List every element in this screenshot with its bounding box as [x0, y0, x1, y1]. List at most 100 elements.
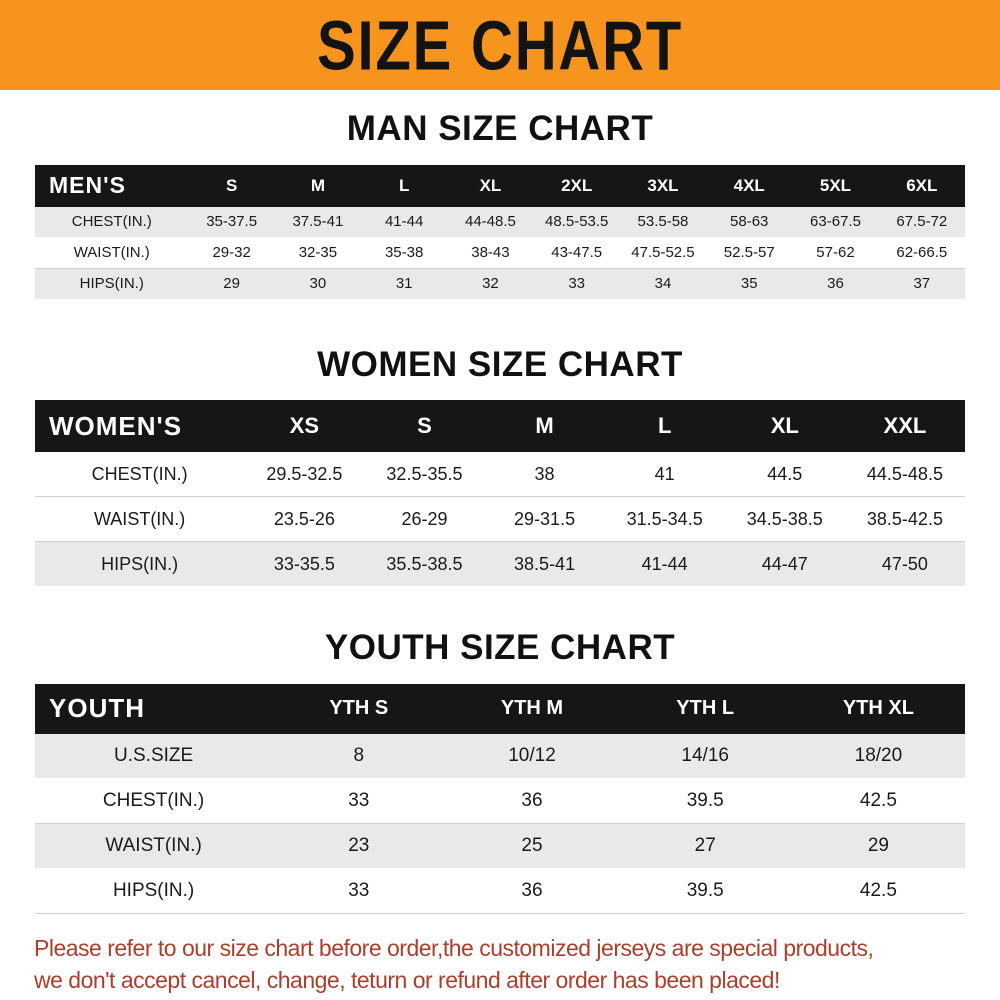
measurement-row: WAIST(IN.) 23 25 27 29	[35, 823, 965, 869]
measurement-value: 29-32	[188, 237, 275, 269]
measurement-value: 29	[188, 268, 275, 300]
measurement-label: WAIST(IN.)	[35, 823, 273, 869]
measurement-value: 29	[791, 823, 965, 869]
size-column-header: L	[657, 413, 672, 438]
measurement-row: WAIST(IN.) 29-32 32-35 35-38 38-43 43-47.5 47.…	[35, 237, 965, 269]
measurement-value: 29.5-32.5	[244, 452, 365, 497]
table-corner-label: WOMEN'S	[49, 410, 183, 441]
size-column-header: YTH S	[329, 697, 389, 719]
size-column-header: 3XL	[647, 175, 679, 195]
measurement-label: CHEST(IN.)	[35, 206, 189, 238]
measurement-value: 18/20	[791, 733, 965, 779]
measurement-value: 52.5-57	[706, 237, 793, 269]
measurement-label: HIPS(IN.)	[35, 268, 189, 300]
size-column-header: YTH L	[676, 697, 735, 719]
size-column-header: S	[417, 413, 432, 438]
measurement-value: 30	[274, 268, 362, 300]
measurement-value: 32	[447, 268, 534, 300]
size-column-header: XL	[770, 413, 799, 438]
measurement-label: CHEST(IN.)	[35, 452, 245, 497]
youth-size-table: YOUTH YTH S YTH M YTH L YTH XL U.S.SIZE 8 10/12…	[35, 683, 965, 914]
size-column-header: L	[398, 175, 410, 195]
measurement-value: 32.5-35.5	[364, 452, 485, 497]
measurement-value: 41-44	[361, 206, 448, 238]
measurement-label: WAIST(IN.)	[35, 237, 189, 269]
measurement-value: 38	[484, 452, 605, 497]
banner: SIZE CHART	[0, 0, 1000, 90]
measurement-value: 42.5	[791, 868, 965, 914]
measurement-value: 67.5-72	[878, 206, 965, 238]
women-section-heading: WOMEN SIZE CHART	[317, 344, 683, 384]
measurement-value: 62-66.5	[878, 237, 965, 269]
measurement-value: 8	[272, 733, 446, 779]
measurement-row: U.S.SIZE 8 10/12 14/16 18/20	[35, 733, 965, 779]
measurement-value: 42.5	[791, 778, 965, 824]
page-title: SIZE CHART	[316, 5, 684, 85]
measurement-value: 33	[272, 868, 446, 914]
table-header-row: YOUTH YTH S YTH M YTH L YTH XL	[35, 683, 965, 734]
measurement-row: HIPS(IN.) 29 30 31 32 33 34 35 36 37	[35, 268, 965, 300]
measurement-row: CHEST(IN.) 33 36 39.5 42.5	[35, 778, 965, 824]
size-column-header: XS	[289, 413, 320, 438]
measurement-value: 32-35	[274, 237, 362, 269]
measurement-value: 31	[361, 268, 448, 300]
measurement-label: U.S.SIZE	[35, 733, 273, 779]
measurement-value: 39.5	[618, 868, 792, 914]
measurement-value: 23.5-26	[244, 496, 365, 542]
measurement-value: 33-35.5	[244, 541, 365, 587]
measurement-label: WAIST(IN.)	[35, 496, 245, 542]
measurement-value: 47.5-52.5	[619, 237, 707, 269]
man-size-section: MAN SIZE CHART MEN'S S M L XL 2XL 3XL 4XL 5XL 6XL…	[0, 109, 1000, 300]
table-header-row: WOMEN'S XS S M L XL XXL	[35, 400, 965, 452]
measurement-value: 39.5	[618, 778, 792, 824]
measurement-value: 35-37.5	[188, 206, 275, 238]
men-size-table: MEN'S S M L XL 2XL 3XL 4XL 5XL 6XL CHEST(IN.) 35-37…	[35, 164, 965, 300]
measurement-value: 44-47	[724, 541, 845, 587]
size-column-header: S	[225, 175, 238, 195]
measurement-value: 34	[619, 268, 707, 300]
table-corner-label: MEN'S	[49, 172, 126, 198]
measurement-value: 35.5-38.5	[364, 541, 485, 587]
measurement-value: 35	[706, 268, 793, 300]
measurement-value: 44-48.5	[447, 206, 534, 238]
size-column-header: 5XL	[819, 175, 852, 195]
size-column-header: M	[535, 413, 554, 438]
measurement-value: 44.5-48.5	[844, 452, 965, 497]
measurement-value: 33	[272, 778, 446, 824]
measurement-value: 37	[878, 268, 965, 300]
notice-line-2: we don't accept cancel, change, teturn o…	[34, 966, 780, 993]
measurement-value: 38.5-41	[484, 541, 605, 587]
size-column-header: M	[310, 175, 325, 195]
measurement-value: 57-62	[792, 237, 879, 269]
size-column-header: 6XL	[906, 175, 938, 195]
measurement-value: 35-38	[361, 237, 448, 269]
measurement-value: 48.5-53.5	[533, 206, 620, 238]
size-column-header: XXL	[883, 413, 927, 438]
measurement-value: 63-67.5	[792, 206, 879, 238]
measurement-value: 36	[445, 868, 619, 914]
measurement-value: 41-44	[604, 541, 725, 587]
measurement-row: CHEST(IN.) 29.5-32.5 32.5-35.5 38 41 44.5 44.5…	[35, 452, 965, 497]
size-column-header: XL	[479, 175, 502, 195]
measurement-value: 14/16	[618, 733, 792, 779]
measurement-value: 36	[792, 268, 879, 300]
man-section-heading: MAN SIZE CHART	[346, 109, 654, 148]
size-column-header: 2XL	[561, 175, 593, 195]
measurement-value: 43-47.5	[533, 237, 620, 269]
measurement-label: HIPS(IN.)	[35, 541, 245, 587]
table-header-row: MEN'S S M L XL 2XL 3XL 4XL 5XL 6XL	[35, 164, 965, 207]
measurement-value: 33	[533, 268, 620, 300]
table-corner-label: YOUTH	[49, 693, 145, 723]
notice-line-1: Please refer to our size chart before or…	[34, 934, 874, 961]
measurement-value: 31.5-34.5	[604, 496, 725, 542]
footer-notice: Please refer to our size chart before or…	[0, 932, 1000, 996]
size-column-header: YTH M	[500, 697, 564, 719]
women-size-section: WOMEN SIZE CHART WOMEN'S XS S M L XL XXL CHEST(…	[0, 344, 1000, 587]
measurement-value: 26-29	[364, 496, 485, 542]
measurement-value: 10/12	[445, 733, 619, 779]
measurement-value: 58-63	[706, 206, 793, 238]
measurement-value: 37.5-41	[274, 206, 362, 238]
measurement-row: WAIST(IN.) 23.5-26 26-29 29-31.5 31.5-34.5 34…	[35, 496, 965, 542]
measurement-value: 38.5-42.5	[844, 496, 965, 542]
